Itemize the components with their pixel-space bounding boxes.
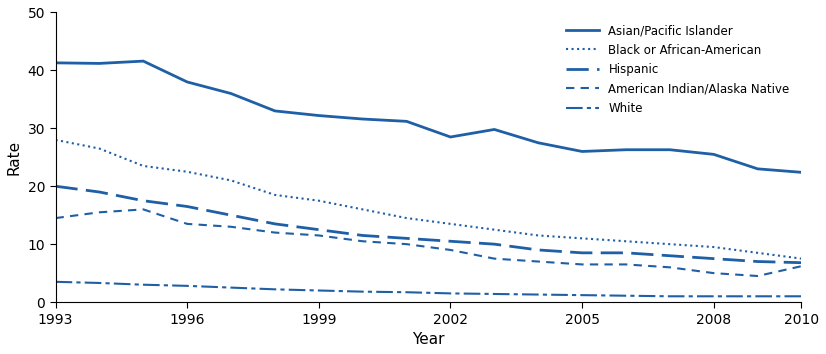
Y-axis label: Rate: Rate: [7, 140, 22, 175]
Legend: Asian/Pacific Islander, Black or African-American, Hispanic, American Indian/Ala: Asian/Pacific Islander, Black or African…: [560, 18, 795, 121]
X-axis label: Year: Year: [412, 332, 444, 347]
